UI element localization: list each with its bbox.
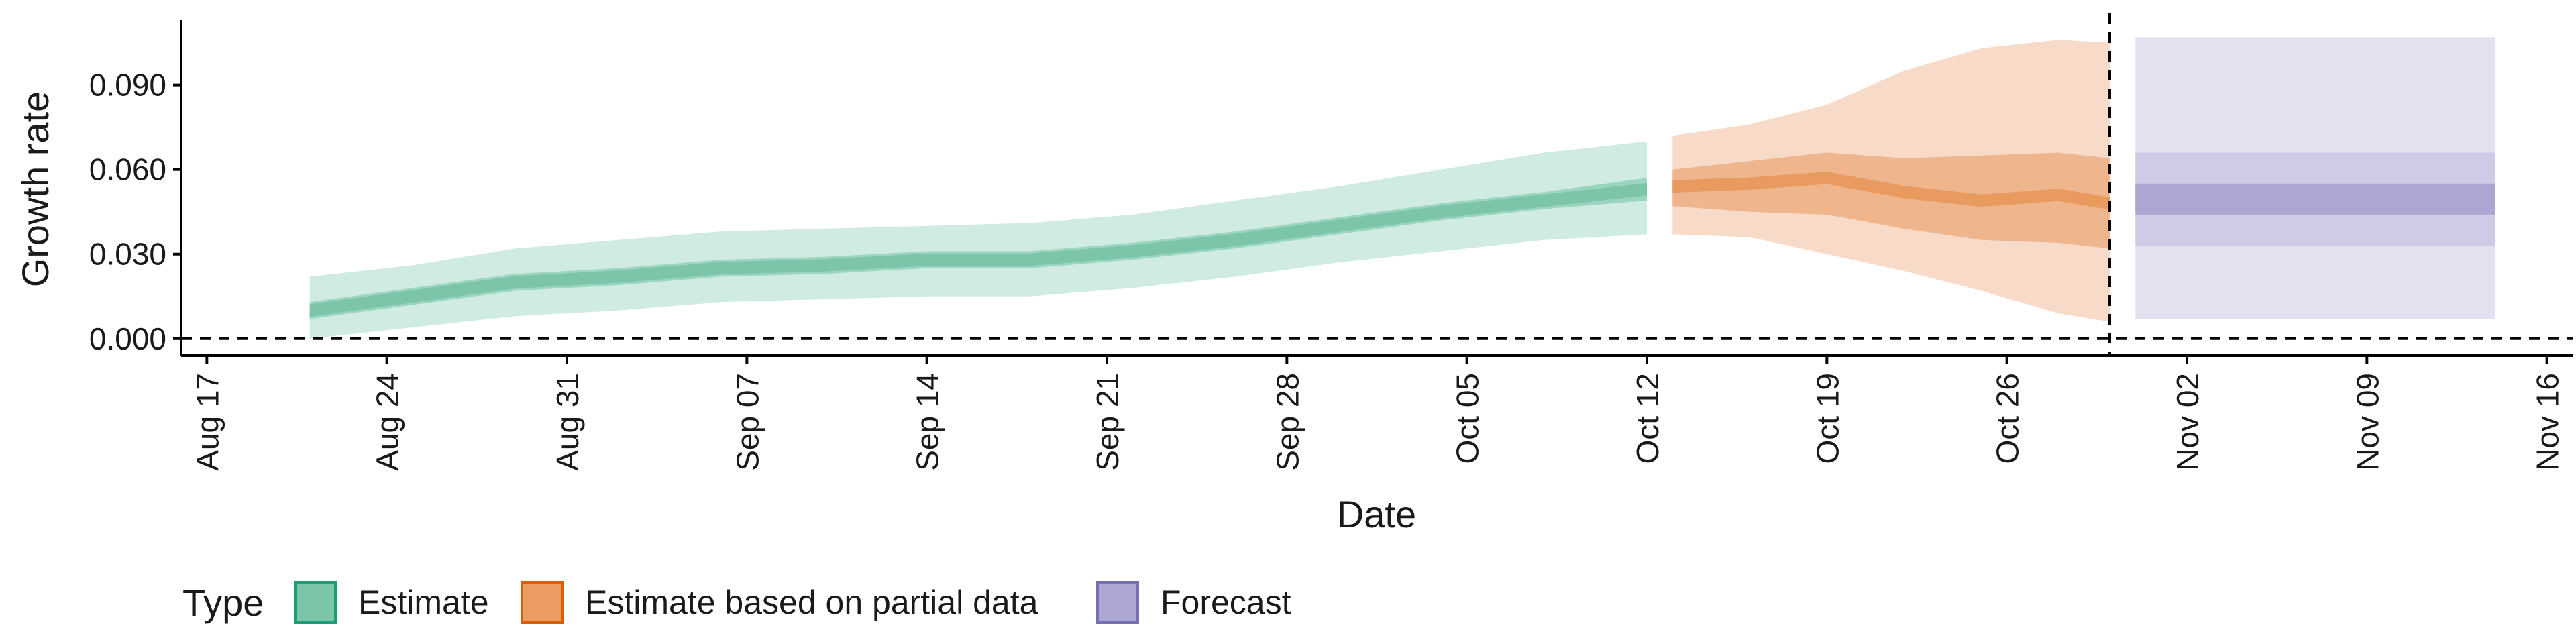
legend-label: Estimate based on partial data — [585, 584, 1038, 621]
y-tick-label: 0.030 — [89, 237, 166, 272]
legend-title: Type — [182, 582, 264, 624]
series-2 — [2135, 37, 2496, 319]
legend-label: Estimate — [358, 584, 489, 621]
y-tick-label: 0.090 — [89, 68, 166, 103]
x-tick-label: Nov 02 — [2170, 373, 2205, 471]
legend-swatch — [1096, 581, 1139, 624]
x-tick-label: Oct 19 — [1810, 373, 1845, 464]
legend-label: Forecast — [1161, 584, 1291, 621]
axes — [180, 20, 2573, 357]
y-axis-title: Growth rate — [14, 91, 56, 288]
x-tick-label: Sep 07 — [730, 373, 765, 471]
x-tick-label: Aug 24 — [370, 373, 405, 471]
band-90-series-0 — [309, 141, 1648, 339]
series-0 — [309, 141, 1648, 339]
legend-swatch — [294, 581, 337, 624]
x-axis-title: Date — [1337, 493, 1416, 535]
x-tick-label: Nov 09 — [2350, 373, 2385, 471]
x-ticks: Aug 17 Aug 24 Aug 31 Sep 07 Sep 14 Sep 21 Sep … — [190, 356, 2565, 471]
x-tick-label: Sep 21 — [1090, 373, 1125, 471]
x-tick-label: Oct 12 — [1630, 373, 1665, 464]
y-tick-label: 0.000 — [89, 321, 166, 356]
x-tick-label: Aug 17 — [190, 373, 225, 471]
x-tick-label: Oct 05 — [1450, 373, 1485, 464]
x-tick-label: Sep 28 — [1270, 373, 1305, 471]
band-20-series-2 — [2135, 183, 2496, 215]
reference-lines — [181, 13, 2573, 356]
y-ticks: 0.000 0.030 0.060 0.090 — [89, 68, 181, 356]
median-band-series-1 — [1672, 172, 2110, 210]
y-tick-label: 0.060 — [89, 152, 166, 187]
series-1 — [1672, 40, 2110, 322]
bands-layer — [309, 37, 2496, 339]
legend: Type Estimate Estimate based on partial d… — [182, 581, 1291, 624]
x-tick-label: Nov 16 — [2530, 373, 2565, 471]
x-tick-label: Aug 31 — [550, 373, 585, 471]
x-tick-label: Sep 14 — [910, 373, 945, 471]
x-tick-label: Oct 26 — [1990, 373, 2025, 464]
legend-swatch — [521, 581, 564, 624]
